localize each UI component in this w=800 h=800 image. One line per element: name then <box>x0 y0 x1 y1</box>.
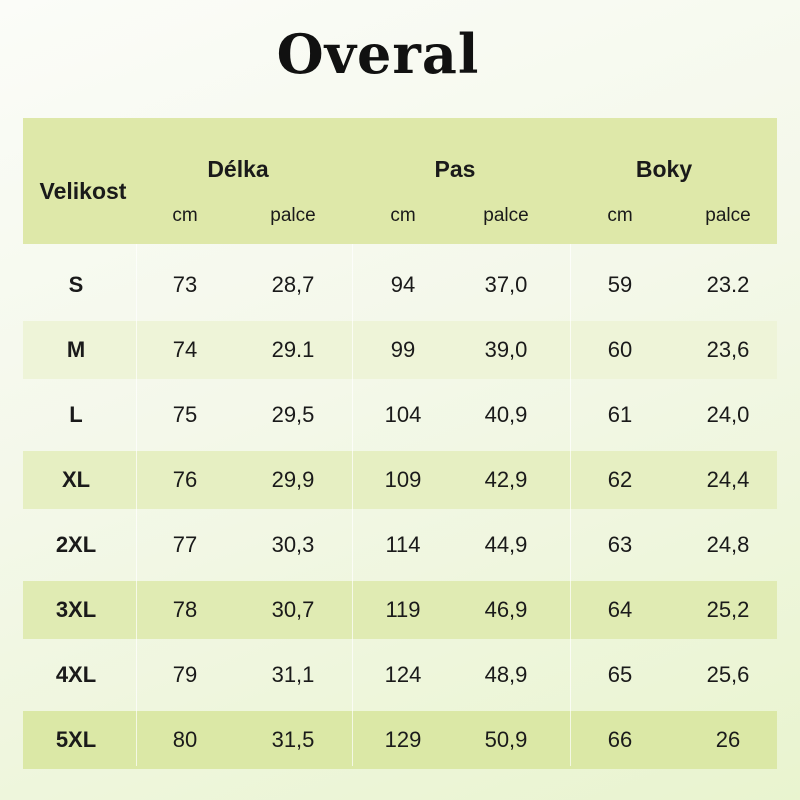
size-column-header: Velikost <box>39 178 127 204</box>
table-cell: 119 <box>385 597 421 622</box>
size-label: 4XL <box>55 662 97 687</box>
table-cell: 63 <box>607 532 633 557</box>
unit-header: palce <box>483 205 529 226</box>
unit-header: cm <box>607 205 633 226</box>
size-label: M <box>66 337 86 362</box>
table-cell: 23.2 <box>706 272 750 297</box>
table-cell: 79 <box>172 662 198 687</box>
table-cell: 60 <box>607 337 633 362</box>
table-cell: 75 <box>172 402 198 427</box>
size-label: 2XL <box>55 532 97 557</box>
row-band <box>23 451 777 509</box>
row-band <box>23 321 777 379</box>
table-cell: 48,9 <box>484 662 528 687</box>
table-cell: 104 <box>384 402 422 427</box>
table-cell: 25,6 <box>706 662 750 687</box>
table-cell: 62 <box>607 467 633 492</box>
table-cell: 25,2 <box>706 597 750 622</box>
column-divider <box>570 244 571 766</box>
table-cell: 76 <box>172 467 198 492</box>
unit-header: cm <box>172 205 198 226</box>
table-cell: 31,5 <box>271 727 315 752</box>
table-cell: 80 <box>172 727 198 752</box>
table-cell: 24,4 <box>706 467 750 492</box>
table-cell: 64 <box>607 597 633 622</box>
table-cell: 28,7 <box>271 272 315 297</box>
table-cell: 94 <box>390 272 416 297</box>
table-cell: 46,9 <box>484 597 528 622</box>
unit-header: palce <box>705 205 751 226</box>
table-cell: 40,9 <box>484 402 528 427</box>
table-cell: 29,9 <box>271 467 315 492</box>
table-header <box>23 118 777 244</box>
table-cell: 66 <box>607 727 633 752</box>
table-cell: 29.1 <box>271 337 315 362</box>
table-cell: 114 <box>385 532 421 557</box>
table-cell: 50,9 <box>484 727 528 752</box>
size-label: XL <box>61 467 91 492</box>
table-cell: 99 <box>390 337 416 362</box>
table-cell: 74 <box>172 337 198 362</box>
table-cell: 30,7 <box>271 597 315 622</box>
table-cell: 42,9 <box>484 467 528 492</box>
table-cell: 109 <box>384 467 422 492</box>
table-cell: 23,6 <box>706 337 750 362</box>
table-cell: 61 <box>607 402 633 427</box>
table-cell: 37,0 <box>484 272 528 297</box>
table-cell: 59 <box>607 272 633 297</box>
unit-header: cm <box>390 205 416 226</box>
table-cell: 24,0 <box>706 402 750 427</box>
table-cell: 31,1 <box>271 662 315 687</box>
size-label: S <box>68 272 84 297</box>
row-band <box>23 711 777 769</box>
unit-header: palce <box>270 205 316 226</box>
table-cell: 39,0 <box>484 337 528 362</box>
table-cell: 24,8 <box>706 532 750 557</box>
group-header: Délka <box>207 156 269 182</box>
table-cell: 73 <box>172 272 198 297</box>
table-cell: 30,3 <box>271 532 315 557</box>
column-divider <box>352 244 353 766</box>
table-cell: 78 <box>172 597 198 622</box>
table-cell: 65 <box>607 662 633 687</box>
size-label: L <box>69 402 83 427</box>
group-header: Pas <box>434 156 476 182</box>
table-cell: 29,5 <box>271 402 315 427</box>
size-label: 3XL <box>55 597 97 622</box>
column-divider <box>136 244 137 766</box>
table-cell: 44,9 <box>484 532 528 557</box>
table-cell: 129 <box>384 727 422 752</box>
table-cell: 77 <box>172 532 198 557</box>
group-header: Boky <box>635 156 693 182</box>
size-label: 5XL <box>55 727 97 752</box>
row-band <box>23 581 777 639</box>
page-title: Overal <box>276 22 480 86</box>
table-cell: 26 <box>715 727 741 752</box>
table-cell: 124 <box>384 662 422 687</box>
